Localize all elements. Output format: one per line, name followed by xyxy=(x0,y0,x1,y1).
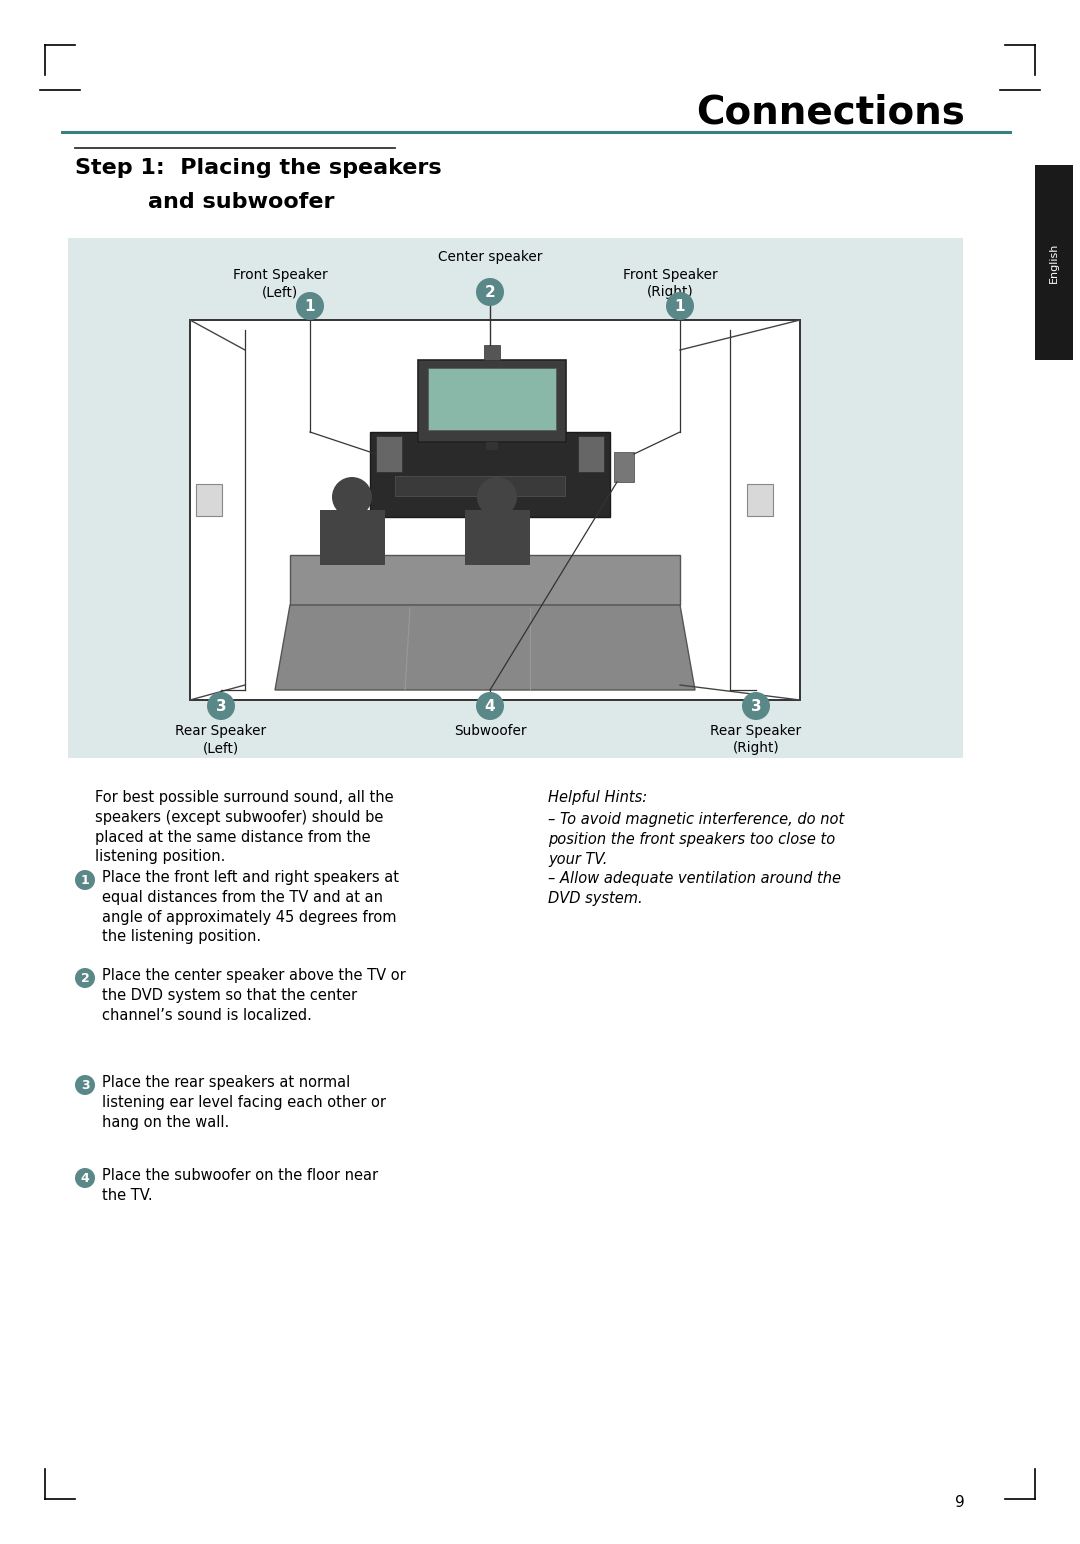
Bar xyxy=(376,435,402,472)
FancyBboxPatch shape xyxy=(747,483,773,516)
Circle shape xyxy=(207,692,235,720)
Text: Helpful Hints:: Helpful Hints: xyxy=(548,791,647,804)
Bar xyxy=(370,432,610,517)
Bar xyxy=(291,554,680,605)
Text: For best possible surround sound, all the
speakers (except subwoofer) should be
: For best possible surround sound, all th… xyxy=(95,791,393,865)
Text: Step 1:  Placing the speakers: Step 1: Placing the speakers xyxy=(75,157,442,178)
Text: Subwoofer: Subwoofer xyxy=(454,724,526,738)
Circle shape xyxy=(742,692,770,720)
Circle shape xyxy=(75,1075,95,1095)
Circle shape xyxy=(296,292,324,320)
Circle shape xyxy=(75,869,95,889)
Text: 2: 2 xyxy=(81,973,90,985)
Text: and subwoofer: and subwoofer xyxy=(148,191,335,212)
Text: 1: 1 xyxy=(675,300,685,313)
Bar xyxy=(418,360,566,442)
Circle shape xyxy=(332,477,372,517)
Circle shape xyxy=(476,692,504,720)
Circle shape xyxy=(666,292,694,320)
Text: 4: 4 xyxy=(81,1172,90,1184)
Text: 1: 1 xyxy=(81,874,90,886)
Bar xyxy=(190,320,800,699)
Text: Connections: Connections xyxy=(697,93,966,131)
Bar xyxy=(484,344,500,360)
Text: 3: 3 xyxy=(216,699,227,713)
Text: English: English xyxy=(1049,242,1059,283)
Bar xyxy=(465,510,530,565)
Bar xyxy=(615,452,634,482)
Text: 9: 9 xyxy=(955,1495,966,1510)
Bar xyxy=(578,435,604,472)
Text: – To avoid magnetic interference, do not
position the front speakers too close t: – To avoid magnetic interference, do not… xyxy=(548,812,845,906)
Bar xyxy=(486,442,498,449)
Text: Front Speaker
(Right): Front Speaker (Right) xyxy=(623,269,717,300)
Polygon shape xyxy=(275,605,696,690)
Bar xyxy=(68,238,963,758)
Circle shape xyxy=(476,278,504,306)
Bar xyxy=(320,510,384,565)
Bar xyxy=(1035,165,1074,360)
Text: Place the subwoofer on the floor near
the TV.: Place the subwoofer on the floor near th… xyxy=(102,1167,378,1203)
Text: Place the center speaker above the TV or
the DVD system so that the center
chann: Place the center speaker above the TV or… xyxy=(102,968,406,1022)
Text: 1: 1 xyxy=(305,300,315,313)
Text: Front Speaker
(Left): Front Speaker (Left) xyxy=(232,269,327,300)
Text: Rear Speaker
(Right): Rear Speaker (Right) xyxy=(711,724,801,755)
Circle shape xyxy=(477,477,517,517)
Text: Center speaker: Center speaker xyxy=(437,250,542,264)
Text: 2: 2 xyxy=(485,286,496,300)
Text: Place the rear speakers at normal
listening ear level facing each other or
hang : Place the rear speakers at normal listen… xyxy=(102,1075,386,1130)
Circle shape xyxy=(75,968,95,988)
Text: 3: 3 xyxy=(81,1079,90,1092)
Circle shape xyxy=(75,1167,95,1187)
FancyBboxPatch shape xyxy=(195,483,222,516)
Bar xyxy=(428,367,556,429)
Bar xyxy=(395,476,565,496)
Text: 4: 4 xyxy=(485,699,496,713)
Text: 3: 3 xyxy=(751,699,761,713)
Text: Place the front left and right speakers at
equal distances from the TV and at an: Place the front left and right speakers … xyxy=(102,869,399,945)
Text: Rear Speaker
(Left): Rear Speaker (Left) xyxy=(175,724,267,755)
